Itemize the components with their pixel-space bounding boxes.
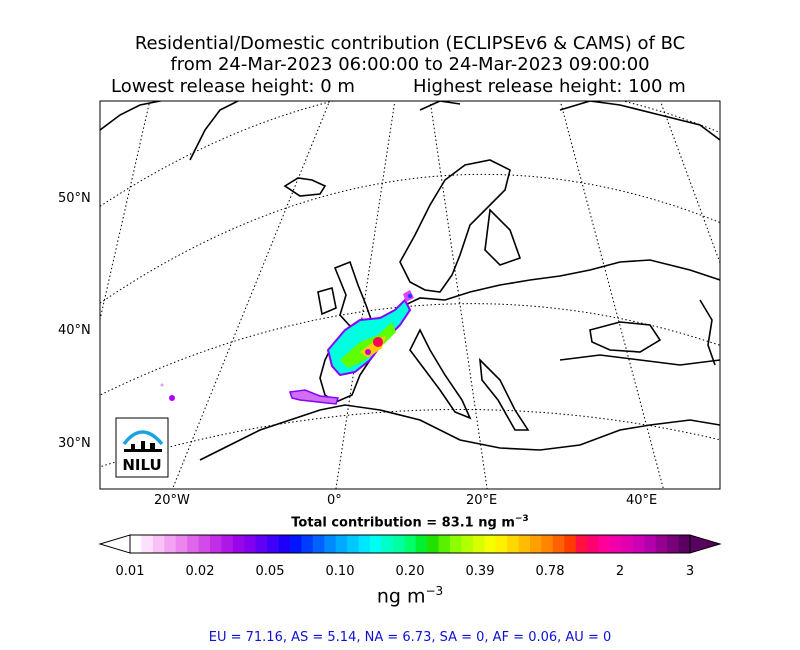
lat-label-30n: 30°N — [58, 436, 91, 451]
colorbar-cell — [335, 535, 348, 553]
colorbar-cell — [415, 535, 428, 553]
colorbar-cell — [392, 535, 405, 553]
map-title-line2: from 24-Mar-2023 06:00:00 to 24-Mar-2023… — [170, 54, 650, 75]
colorbar-cell — [164, 535, 177, 553]
colorbar-cell — [438, 535, 451, 553]
colorbar-cell — [312, 535, 325, 553]
colorbar-cell — [324, 535, 337, 553]
nilu-logo — [115, 417, 169, 478]
colorbar-cell — [461, 535, 474, 553]
colorbar-cell — [301, 535, 314, 553]
colorbar-tick: 0.10 — [325, 564, 355, 579]
total-contribution: Total contribution = 83.1 ng m−3 — [291, 514, 529, 531]
colorbar-cell — [587, 535, 600, 553]
plume — [160, 290, 414, 405]
colorbar-cell — [381, 535, 394, 553]
colorbar-cell — [632, 535, 645, 553]
colorbar-cell — [495, 535, 508, 553]
colorbar-cell — [370, 535, 383, 553]
colorbar-cell — [267, 535, 280, 553]
colorbar-cell — [210, 535, 223, 553]
colorbar-cell — [358, 535, 371, 553]
colorbar-cell — [404, 535, 417, 553]
colorbar-cell — [152, 535, 165, 553]
colorbar-cell — [644, 535, 657, 553]
colorbar-tick: 3 — [685, 564, 695, 579]
graticule — [100, 101, 720, 489]
colorbar-cell — [141, 535, 154, 553]
colorbar-tick: 0.20 — [395, 564, 425, 579]
colorbar-cell — [130, 535, 143, 553]
highest-release-height: Highest release height: 100 m — [413, 76, 686, 97]
colorbar-cell — [518, 535, 531, 553]
colorbar-cell — [678, 535, 691, 553]
colorbar-cell — [564, 535, 577, 553]
lon-label-0: 0° — [327, 493, 342, 508]
colorbar-cell — [175, 535, 188, 553]
colorbar-cell — [290, 535, 303, 553]
colorbar-tick: 0.78 — [535, 564, 565, 579]
colorbar-cell — [667, 535, 680, 553]
colorbar-right-extension — [689, 534, 722, 554]
colorbar-cell — [598, 535, 611, 553]
colorbar-cell — [278, 535, 291, 553]
colorbar-cell — [621, 535, 634, 553]
colorbar-cell — [530, 535, 543, 553]
colorbar-unit: ng m−3 — [376, 584, 444, 608]
colorbar-left-extension — [98, 534, 131, 554]
colorbar-cell — [507, 535, 520, 553]
colorbar-cell — [541, 535, 554, 553]
colorbar-cell — [484, 535, 497, 553]
colorbar-cell — [255, 535, 268, 553]
colorbar-tick: 0.01 — [115, 564, 145, 579]
colorbar-cell — [450, 535, 463, 553]
colorbar-cell — [187, 535, 200, 553]
lowest-release-height: Lowest release height: 0 m — [111, 76, 355, 97]
region-contributions: EU = 71.16, AS = 5.14, NA = 6.73, SA = 0… — [208, 630, 612, 645]
colorbar-tick: 0.05 — [255, 564, 285, 579]
colorbar-cell — [552, 535, 565, 553]
lon-label-40e: 40°E — [626, 493, 658, 508]
colorbar-cell — [221, 535, 234, 553]
map-title-line1: Residential/Domestic contribution (ECLIP… — [134, 33, 686, 54]
colorbar-cell — [347, 535, 360, 553]
colorbar-cell — [610, 535, 623, 553]
colorbar-cell — [232, 535, 245, 553]
lat-label-50n: 50°N — [58, 191, 91, 206]
lat-label-40n: 40°N — [58, 323, 91, 338]
colorbar-tick: 0.39 — [465, 564, 495, 579]
lon-label-20e: 20°E — [466, 493, 498, 508]
logo-text: NILU — [122, 456, 162, 474]
colorbar-tick: 0.02 — [185, 564, 215, 579]
colorbar-cell — [244, 535, 257, 553]
colorbar-tick: 2 — [615, 564, 625, 579]
colorbar-cell — [575, 535, 588, 553]
colorbar-cell — [427, 535, 440, 553]
colorbar-cell — [198, 535, 211, 553]
lon-label-20w: 20°W — [154, 493, 190, 508]
colorbar-cell — [472, 535, 485, 553]
colorbar-cell — [655, 535, 668, 553]
